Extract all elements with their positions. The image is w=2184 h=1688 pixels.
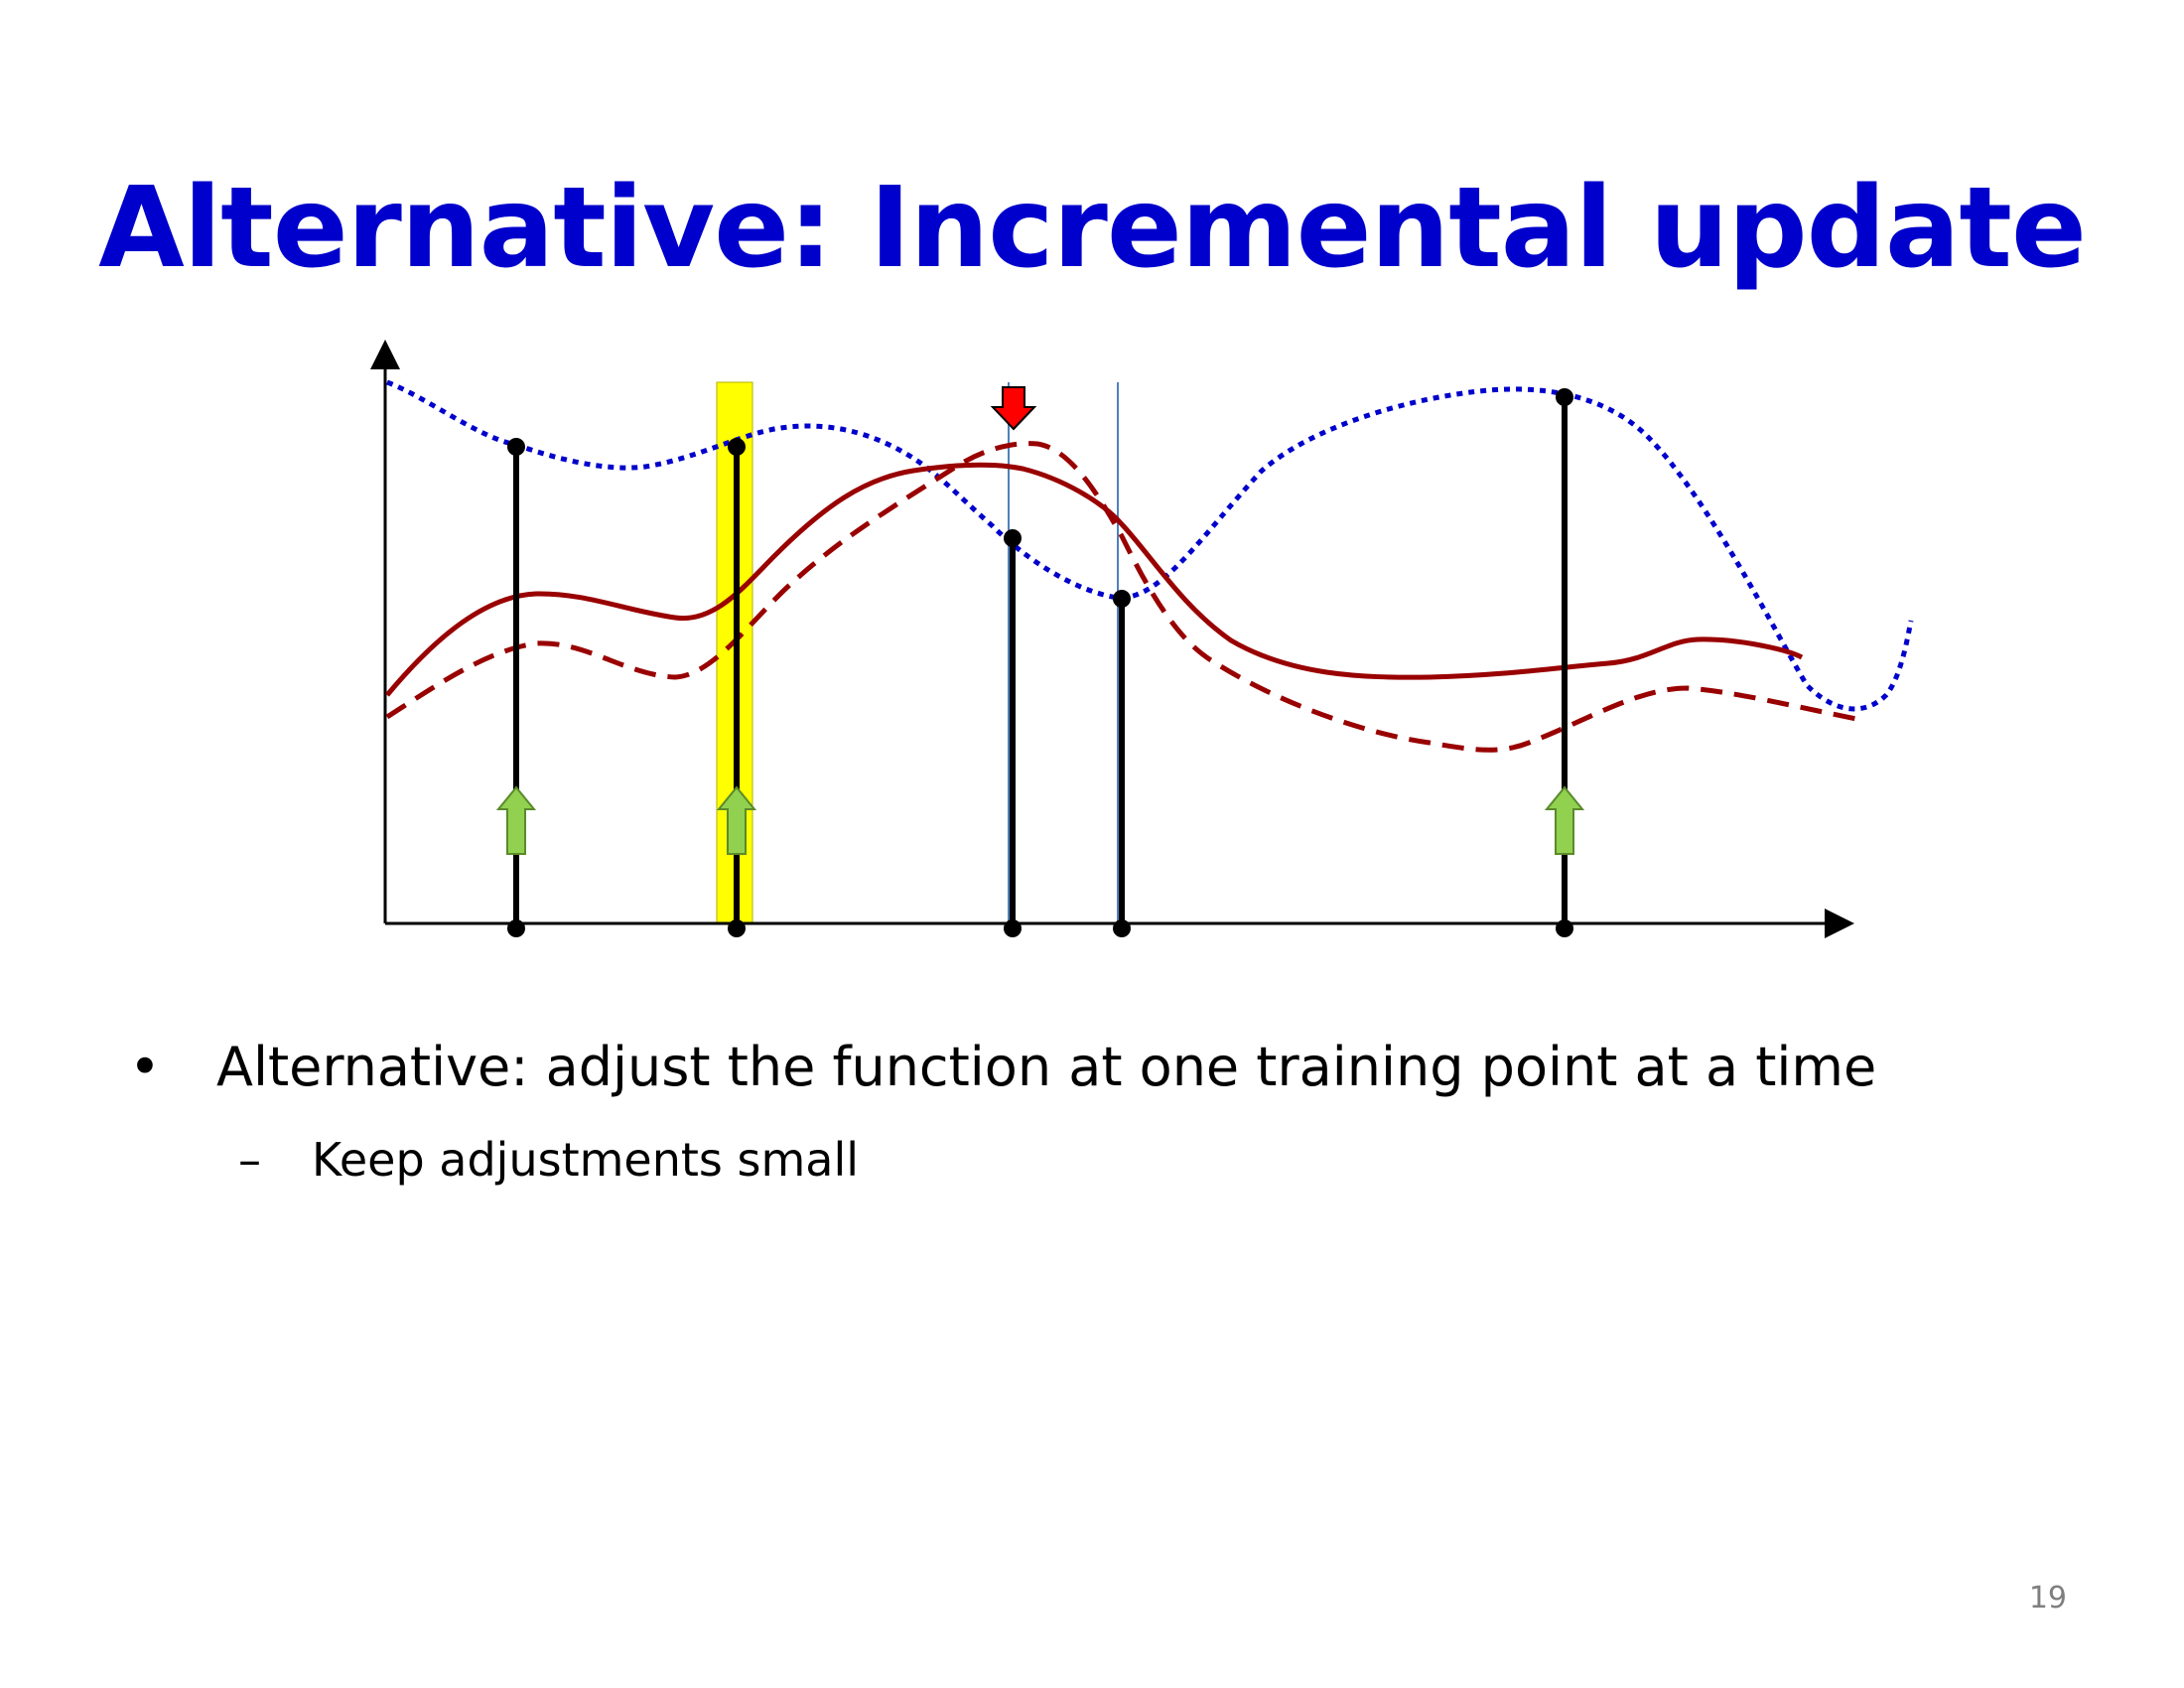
dot-top-2 bbox=[728, 438, 746, 456]
dot-top-1 bbox=[507, 438, 525, 456]
dot-base-4 bbox=[1113, 919, 1131, 937]
page-number: 19 bbox=[2028, 1581, 2067, 1616]
dot-top-3 bbox=[1004, 529, 1022, 547]
down-arrow-icon bbox=[990, 386, 1037, 431]
dot-base-1 bbox=[507, 919, 525, 937]
dot-base-3 bbox=[1004, 919, 1022, 937]
dot-base-5 bbox=[1556, 919, 1573, 937]
up-arrow-icon-2 bbox=[716, 785, 757, 855]
bullet-item-1: • Alternative: adjust the function at on… bbox=[129, 1033, 1876, 1102]
bullet-list: • Alternative: adjust the function at on… bbox=[129, 1033, 1876, 1192]
updated-curve bbox=[385, 441, 1867, 753]
slide-title: Alternative: Incremental update bbox=[98, 164, 2087, 293]
up-arrows bbox=[495, 785, 1585, 855]
up-arrow-icon-5 bbox=[1544, 785, 1585, 855]
target-curve bbox=[386, 379, 1914, 712]
bullet-marker: • bbox=[129, 1036, 161, 1098]
sub-bullet-marker: – bbox=[238, 1133, 261, 1187]
bullet-item-2: – Keep adjustments small bbox=[129, 1128, 1876, 1192]
current-curve bbox=[385, 462, 1804, 697]
dot-base-2 bbox=[728, 919, 746, 937]
up-arrow-icon-1 bbox=[495, 785, 537, 855]
bullet-text-1: Alternative: adjust the function at one … bbox=[216, 1036, 1877, 1098]
bullet-text-2: Keep adjustments small bbox=[312, 1133, 860, 1187]
dot-top-4 bbox=[1113, 590, 1131, 608]
dot-top-5 bbox=[1556, 388, 1573, 406]
training-dots bbox=[507, 388, 1573, 937]
